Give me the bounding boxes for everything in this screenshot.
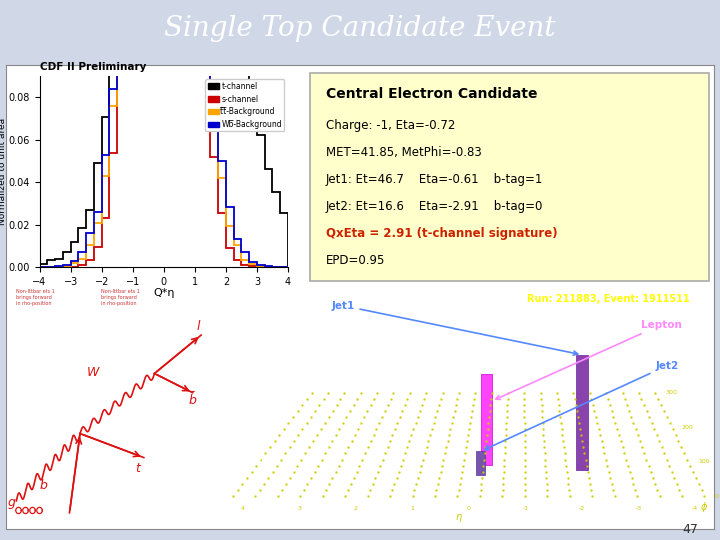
- Text: b: b: [40, 479, 48, 492]
- Text: 4: 4: [240, 505, 245, 511]
- Y-axis label: Normalized to unit area: Normalized to unit area: [0, 118, 7, 225]
- Text: Central Electron Candidate: Central Electron Candidate: [325, 87, 537, 102]
- Text: EPD=0.95: EPD=0.95: [325, 254, 385, 267]
- Text: 0: 0: [714, 494, 718, 498]
- Text: 100: 100: [243, 364, 258, 373]
- Text: Single Top Candidate Event: Single Top Candidate Event: [164, 15, 556, 42]
- Text: 0: 0: [253, 446, 258, 455]
- Text: W: W: [86, 366, 99, 379]
- Text: E: E: [238, 385, 248, 390]
- Text: Jet2: Jet2: [485, 361, 678, 450]
- Text: -3: -3: [635, 505, 642, 511]
- Text: 50: 50: [248, 405, 258, 414]
- Text: t: t: [135, 462, 140, 475]
- Bar: [476, 451, 485, 475]
- Text: 47: 47: [683, 523, 698, 536]
- Text: Charge: -1, Eta=-0.72: Charge: -1, Eta=-0.72: [325, 119, 455, 132]
- Text: $\bar{b}$: $\bar{b}$: [189, 391, 198, 408]
- Text: Jet1: Jet1: [331, 301, 577, 355]
- Text: 1: 1: [410, 505, 414, 511]
- Text: -1: -1: [522, 505, 528, 511]
- Text: $\eta$: $\eta$: [455, 512, 463, 524]
- Bar: [576, 355, 588, 470]
- Text: 0: 0: [467, 505, 471, 511]
- Text: 200: 200: [682, 424, 693, 430]
- Text: l: l: [197, 320, 200, 333]
- Text: Lepton: Lepton: [496, 320, 681, 400]
- Text: MET=41.85, MetPhi=-0.83: MET=41.85, MetPhi=-0.83: [325, 146, 482, 159]
- Text: Jet1: Et=46.7    Eta=-0.61    b-tag=1: Jet1: Et=46.7 Eta=-0.61 b-tag=1: [325, 173, 543, 186]
- Text: QxEta = 2.91 (t-channel signature): QxEta = 2.91 (t-channel signature): [325, 227, 557, 240]
- Legend: t-channel, s-channel, t̅t̅-Background, Wb̅-Background: t-channel, s-channel, t̅t̅-Background, W…: [205, 79, 284, 131]
- Text: g: g: [8, 496, 16, 509]
- Text: $\phi$: $\phi$: [700, 501, 708, 515]
- Bar: [481, 374, 492, 465]
- Text: Jet2: Et=16.6    Eta=-2.91    b-tag=0: Jet2: Et=16.6 Eta=-2.91 b-tag=0: [325, 200, 543, 213]
- Text: -2: -2: [579, 505, 585, 511]
- Text: -4: -4: [692, 505, 698, 511]
- Text: 2: 2: [354, 505, 358, 511]
- FancyBboxPatch shape: [310, 73, 709, 281]
- X-axis label: Q*η: Q*η: [153, 288, 174, 299]
- Text: T: T: [238, 402, 248, 407]
- Text: 100: 100: [698, 459, 709, 464]
- Text: 300: 300: [665, 390, 677, 395]
- Text: Run: 211883, Event: 1911511: Run: 211883, Event: 1911511: [527, 294, 690, 304]
- Text: 3: 3: [297, 505, 301, 511]
- Text: Non-lttbar ets 1
brings forward
in rho-position: Non-lttbar ets 1 brings forward in rho-p…: [17, 289, 55, 306]
- Text: 150: 150: [243, 323, 258, 332]
- Text: Non-lttbar ets 1
brings forward
in rho-position: Non-lttbar ets 1 brings forward in rho-p…: [102, 289, 140, 306]
- Text: CDF II Preliminary: CDF II Preliminary: [40, 62, 146, 72]
